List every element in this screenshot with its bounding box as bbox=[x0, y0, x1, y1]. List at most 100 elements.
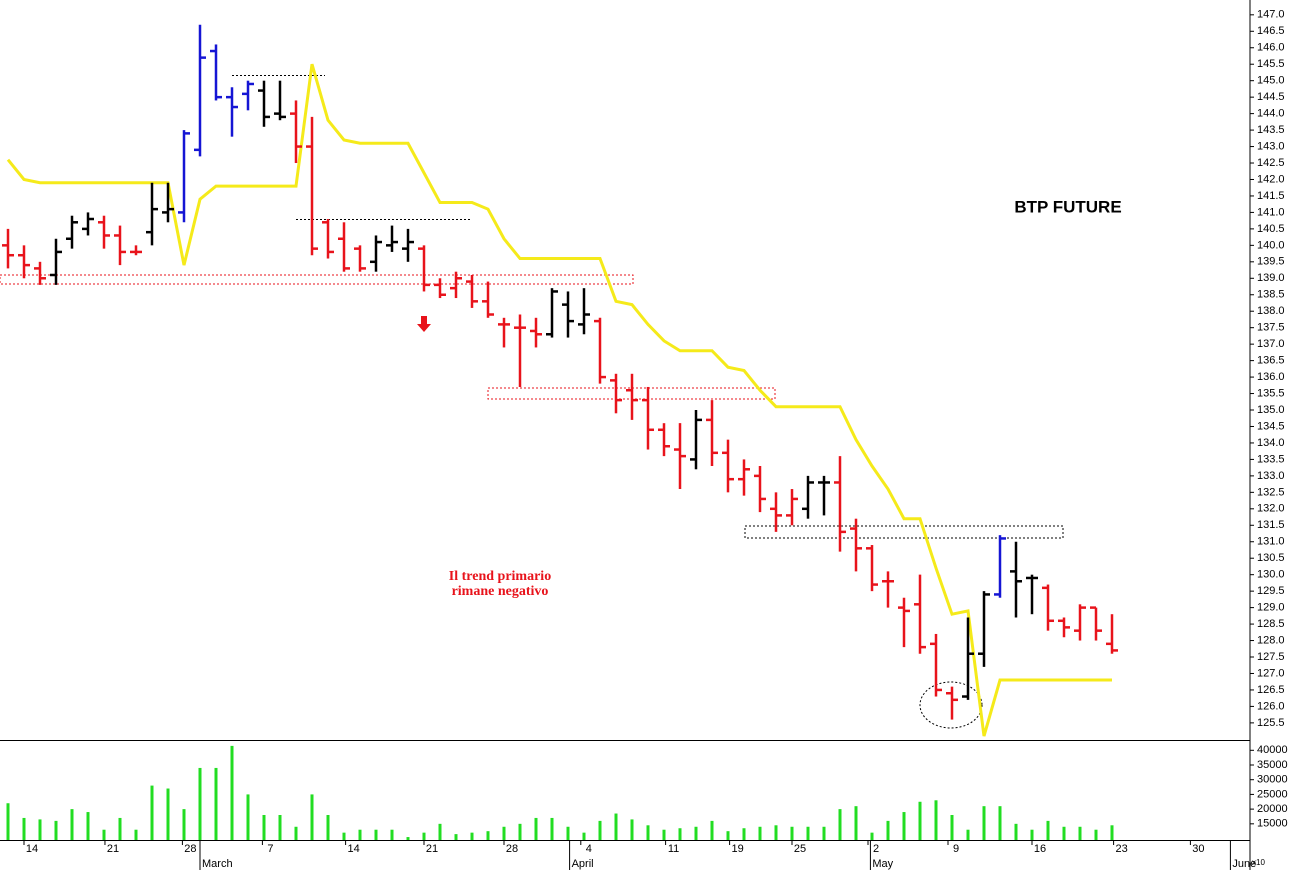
volume-bar bbox=[758, 826, 762, 840]
volume-bar bbox=[646, 825, 650, 840]
x-tick-label: 16 bbox=[1034, 843, 1046, 855]
volume-bar bbox=[54, 820, 58, 840]
volume-bar bbox=[22, 817, 26, 840]
volume-bar bbox=[294, 826, 298, 840]
y-tick-label: 35000 bbox=[1257, 759, 1288, 771]
y-tick-label: 135.5 bbox=[1257, 387, 1285, 399]
volume-bar bbox=[454, 834, 458, 840]
y-tick-label: 140.5 bbox=[1257, 223, 1285, 235]
y-tick-label: 130.5 bbox=[1257, 552, 1285, 564]
volume-bar bbox=[710, 820, 714, 840]
volume-bar bbox=[70, 809, 74, 840]
y-tick-label: 20000 bbox=[1257, 803, 1288, 815]
x-tick-label: 2 bbox=[873, 843, 879, 855]
volume-bar bbox=[230, 745, 234, 840]
volume-bar bbox=[134, 829, 138, 840]
volume-bar bbox=[918, 801, 922, 840]
volume-bar bbox=[1110, 825, 1114, 840]
volume-bar bbox=[374, 829, 378, 840]
volume-bar bbox=[838, 809, 842, 840]
volume-bar bbox=[886, 820, 890, 840]
volume-bar bbox=[902, 812, 906, 840]
volume-bar bbox=[726, 831, 730, 840]
volume-unit: x10 bbox=[1252, 858, 1265, 867]
y-tick-label: 126.5 bbox=[1257, 684, 1285, 696]
y-tick-label: 131.5 bbox=[1257, 519, 1285, 531]
volume-bar bbox=[550, 817, 554, 840]
y-tick-label: 136.5 bbox=[1257, 355, 1285, 367]
y-tick-label: 129.0 bbox=[1257, 602, 1285, 614]
y-tick-label: 142.0 bbox=[1257, 173, 1285, 185]
volume-bar bbox=[278, 815, 282, 840]
volume-bar bbox=[470, 832, 474, 840]
y-tick-label: 143.0 bbox=[1257, 140, 1285, 152]
x-tick-label: 14 bbox=[347, 843, 359, 855]
month-label: March bbox=[202, 858, 233, 870]
x-tick-label: 28 bbox=[506, 843, 518, 855]
y-tick-label: 132.5 bbox=[1257, 486, 1285, 498]
volume-bar bbox=[438, 823, 442, 840]
volume-bar bbox=[662, 829, 666, 840]
volume-bar bbox=[854, 806, 858, 840]
volume-bar bbox=[774, 825, 778, 840]
volume-bar bbox=[806, 826, 810, 840]
y-tick-label: 138.5 bbox=[1257, 289, 1285, 301]
y-tick-label: 144.0 bbox=[1257, 108, 1285, 120]
volume-bar bbox=[502, 826, 506, 840]
y-tick-label: 132.0 bbox=[1257, 503, 1285, 515]
volume-bar bbox=[1078, 826, 1082, 840]
volume-bar bbox=[582, 832, 586, 840]
x-tick-label: 25 bbox=[794, 843, 806, 855]
y-tick-label: 141.0 bbox=[1257, 206, 1285, 218]
volume-bar bbox=[870, 832, 874, 840]
volume-bar bbox=[678, 828, 682, 840]
y-tick-label: 25000 bbox=[1257, 788, 1288, 800]
y-tick-label: 30000 bbox=[1257, 774, 1288, 786]
volume-bar bbox=[86, 812, 90, 840]
volume-bar bbox=[630, 819, 634, 840]
y-tick-label: 130.0 bbox=[1257, 569, 1285, 581]
y-tick-label: 128.0 bbox=[1257, 634, 1285, 646]
annotation: rimane negativo bbox=[452, 584, 549, 599]
y-tick-label: 129.5 bbox=[1257, 585, 1285, 597]
y-tick-label: 135.0 bbox=[1257, 404, 1285, 416]
y-tick-label: 137.5 bbox=[1257, 322, 1285, 334]
volume-bar bbox=[822, 826, 826, 840]
volume-bar bbox=[614, 813, 618, 840]
volume-bar bbox=[6, 803, 10, 840]
chart-title: BTP FUTURE bbox=[1014, 197, 1121, 216]
y-tick-label: 134.5 bbox=[1257, 420, 1285, 432]
y-tick-label: 15000 bbox=[1257, 818, 1288, 830]
volume-bar bbox=[934, 800, 938, 840]
y-tick-label: 144.5 bbox=[1257, 91, 1285, 103]
volume-bar bbox=[422, 832, 426, 840]
volume-bar bbox=[694, 826, 698, 840]
x-tick-label: 21 bbox=[426, 843, 438, 855]
y-tick-label: 147.0 bbox=[1257, 9, 1285, 21]
volume-bar bbox=[950, 815, 954, 840]
down-arrow bbox=[417, 316, 431, 332]
volume-bar bbox=[982, 806, 986, 840]
y-tick-label: 140.0 bbox=[1257, 239, 1285, 251]
x-tick-label: 11 bbox=[668, 843, 679, 855]
volume-bar bbox=[1014, 823, 1018, 840]
y-tick-label: 126.0 bbox=[1257, 700, 1285, 712]
x-tick-label: 23 bbox=[1115, 843, 1127, 855]
volume-bar bbox=[1046, 820, 1050, 840]
x-tick-label: 9 bbox=[953, 843, 959, 855]
y-tick-label: 141.5 bbox=[1257, 190, 1285, 202]
volume-bar bbox=[742, 828, 746, 840]
y-tick-label: 143.5 bbox=[1257, 124, 1285, 136]
y-tick-label: 145.0 bbox=[1257, 75, 1285, 87]
volume-bar bbox=[1062, 826, 1066, 840]
volume-bar bbox=[566, 826, 570, 840]
month-label: June bbox=[1232, 858, 1256, 870]
y-tick-label: 136.0 bbox=[1257, 371, 1285, 383]
y-tick-label: 127.0 bbox=[1257, 667, 1285, 679]
x-tick-label: 28 bbox=[184, 843, 196, 855]
volume-bar bbox=[534, 817, 538, 840]
volume-bar bbox=[358, 829, 362, 840]
volume-bar bbox=[1094, 829, 1098, 840]
y-tick-label: 127.5 bbox=[1257, 651, 1285, 663]
